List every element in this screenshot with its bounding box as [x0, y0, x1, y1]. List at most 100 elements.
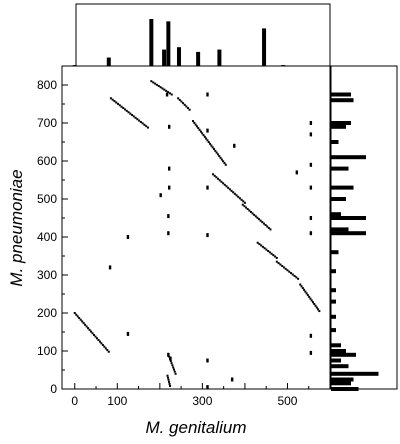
match-dot [286, 269, 289, 272]
match-dot [95, 337, 98, 340]
match-dot [103, 345, 106, 348]
match-dot [261, 245, 264, 248]
match-dot [177, 97, 180, 100]
match-dot [215, 176, 218, 179]
right-histogram-bar [331, 231, 366, 236]
match-dot [165, 89, 168, 92]
match-dot [317, 308, 320, 311]
right-histogram-bar [331, 343, 341, 348]
match-point [230, 377, 234, 382]
match-dot [275, 260, 278, 263]
match-dot [213, 174, 216, 177]
match-dot [274, 255, 277, 258]
match-dot [170, 93, 173, 96]
match-dot [115, 101, 118, 104]
right-histogram-bar [331, 364, 349, 369]
match-dot [167, 378, 170, 381]
match-dot [139, 120, 142, 123]
top-histogram-bar [281, 65, 286, 66]
top-histogram-bar [72, 65, 77, 66]
match-dot [277, 262, 280, 265]
right-histogram-bar [331, 387, 359, 391]
match-dot [193, 121, 196, 124]
match-dot [315, 306, 318, 309]
match-dot [173, 370, 176, 373]
match-dot [182, 102, 185, 105]
match-dot [291, 273, 294, 276]
match-point [206, 233, 209, 238]
match-point [206, 185, 209, 190]
right-histogram-bar [331, 358, 341, 363]
match-dot [219, 156, 222, 159]
match-dot [202, 134, 205, 137]
plot-frame [61, 65, 331, 390]
match-dot [73, 312, 76, 314]
match-dot [163, 88, 166, 91]
right-histogram-bar [331, 197, 346, 201]
match-dot [210, 144, 213, 147]
match-dot [246, 208, 249, 211]
match-dot [260, 244, 263, 247]
match-dot [263, 247, 266, 250]
top-histogram-bar [106, 57, 111, 66]
match-dot [93, 333, 95, 336]
match-dot [267, 226, 270, 229]
right-histogram-bar [331, 377, 354, 382]
match-dot [251, 212, 254, 215]
match-dot [170, 362, 173, 365]
match-point [168, 185, 171, 190]
match-dot [304, 290, 307, 293]
match-dot [279, 263, 282, 266]
match-dot [237, 195, 240, 198]
match-dot [314, 304, 317, 307]
match-point [108, 265, 112, 270]
top-histogram-bar [176, 47, 181, 66]
match-dot [132, 115, 135, 118]
y-tick-label: 300 [37, 268, 57, 282]
match-dot [172, 366, 175, 369]
match-dot [157, 85, 160, 88]
match-dot [87, 327, 90, 330]
right-histogram-bar [331, 166, 349, 171]
match-dot [303, 288, 306, 291]
right-histogram-bar [331, 124, 346, 129]
match-dot [282, 266, 285, 269]
match-dot [230, 189, 233, 192]
match-dot [267, 249, 270, 252]
match-dot [223, 183, 226, 186]
match-point [309, 350, 313, 355]
match-dot [264, 224, 267, 227]
y-tick-label: 600 [37, 154, 57, 168]
match-dot [256, 216, 259, 219]
match-dot [124, 108, 127, 111]
match-dot [194, 123, 197, 126]
match-dot [261, 221, 264, 224]
match-dot [259, 219, 262, 222]
match-dot [299, 283, 302, 286]
x-axis-title: M. genitalium [145, 418, 246, 437]
right-histogram-bar [331, 92, 351, 97]
match-dot [166, 374, 169, 377]
right-histogram-bar [331, 140, 339, 144]
match-dot [240, 198, 243, 201]
match-dot [209, 142, 212, 145]
match-dot [82, 322, 85, 325]
match-dot [84, 323, 87, 326]
match-point [165, 92, 169, 97]
match-dot [161, 87, 164, 90]
match-dot [212, 173, 215, 176]
match-dot [136, 118, 139, 121]
right-histogram [331, 92, 379, 391]
match-dot [243, 205, 246, 208]
match-dot [297, 277, 300, 280]
match-dot [180, 100, 183, 103]
match-point [206, 92, 209, 97]
match-dot [90, 330, 93, 333]
match-dot [318, 310, 321, 313]
match-dot [233, 192, 236, 195]
y-axis-title: M. pneumoniae [7, 169, 26, 286]
match-dot [270, 252, 273, 255]
match-point [126, 331, 130, 336]
match-dot [79, 318, 82, 321]
match-point [168, 166, 171, 171]
